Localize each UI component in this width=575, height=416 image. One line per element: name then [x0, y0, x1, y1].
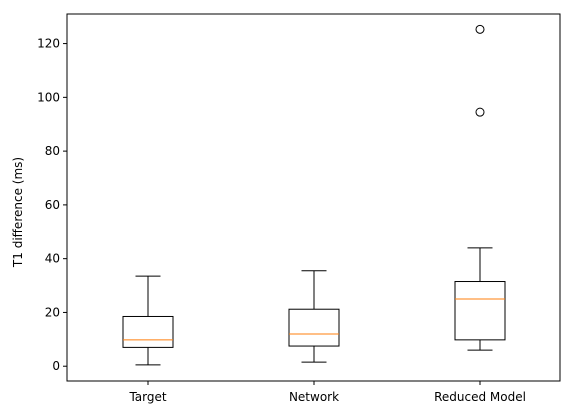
y-tick-label: 100 [37, 90, 60, 104]
x-tick-label: Target [128, 390, 166, 404]
y-tick-label: 0 [52, 359, 60, 373]
x-tick-label: Reduced Model [434, 390, 526, 404]
y-tick-label: 80 [45, 144, 60, 158]
y-tick-label: 120 [37, 37, 60, 51]
y-tick-label: 40 [45, 252, 60, 266]
x-tick-label: Network [289, 390, 339, 404]
plot-area: 0 20 40 60 80 100 120 Target Network Reduced Mode… [37, 13, 561, 404]
y-axis-label: T1 difference (ms) [11, 157, 25, 268]
axes-frame [66, 13, 561, 382]
box-iqr [122, 315, 174, 348]
box-iqr [288, 308, 340, 347]
y-tick-label: 20 [45, 305, 60, 319]
y-tick-label: 60 [45, 198, 60, 212]
outlier-point [475, 24, 485, 34]
box-iqr [454, 281, 506, 341]
outlier-point [475, 107, 485, 117]
